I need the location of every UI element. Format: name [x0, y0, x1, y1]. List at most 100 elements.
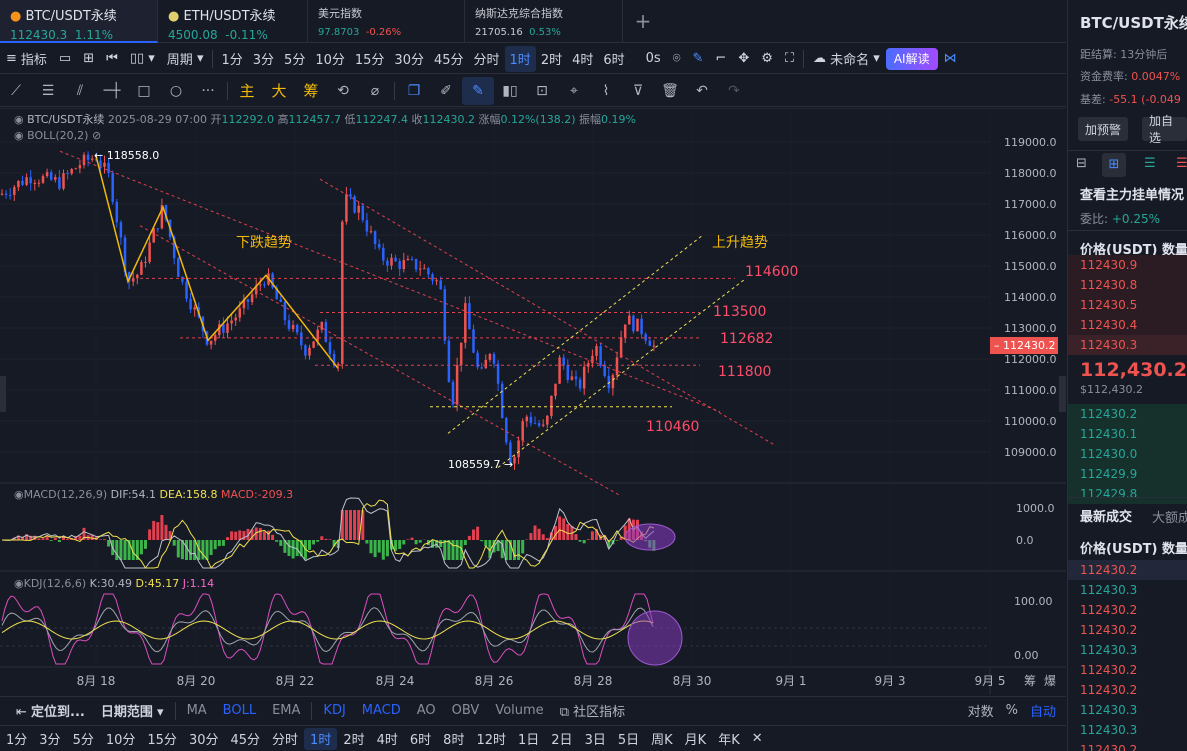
- left-collapse-handle[interactable]: [0, 376, 6, 412]
- bottom-timeframe-5分[interactable]: 5分: [72, 733, 94, 748]
- redo-icon[interactable]: ↷: [728, 82, 740, 99]
- bottom-timeframe-8时[interactable]: 8时: [443, 733, 465, 748]
- fullscreen-icon[interactable]: ⛶: [784, 51, 794, 66]
- bid-row[interactable]: 112430.2: [1068, 404, 1187, 424]
- community-indicators-button[interactable]: ⧉ 社区指标: [552, 701, 633, 720]
- ind-ema[interactable]: EMA: [272, 703, 301, 718]
- ind-volume[interactable]: Volume: [495, 703, 544, 718]
- locate-button[interactable]: ⇤ 定位到...: [0, 701, 93, 720]
- ask-row[interactable]: 112430.5: [1068, 295, 1187, 315]
- ind-macd[interactable]: MACD: [361, 703, 401, 718]
- drag-icon[interactable]: ✥: [738, 51, 750, 66]
- lock-icon[interactable]: ⊡: [536, 82, 548, 99]
- ticker-tab-eth[interactable]: ● ETH/USDT永续 4500.08 -0.11%: [158, 0, 308, 43]
- bid-row[interactable]: 112430.1: [1068, 424, 1187, 444]
- timeframe-3分[interactable]: 3分: [252, 53, 275, 68]
- bid-row[interactable]: 112429.8: [1068, 484, 1187, 504]
- bottom-timeframe-15分[interactable]: 15分: [147, 733, 177, 748]
- bottom-timeframe-1分[interactable]: 1分: [6, 733, 28, 748]
- log-scale-toggle[interactable]: 对数: [967, 705, 994, 720]
- bottom-timeframe-10分[interactable]: 10分: [105, 733, 136, 748]
- channel-icon[interactable]: ⫽: [76, 82, 84, 99]
- bid-row[interactable]: 112430.0: [1068, 444, 1187, 464]
- timeframe-4时[interactable]: 4时: [572, 53, 594, 68]
- bottom-timeframe-1日[interactable]: 1日: [518, 733, 540, 748]
- macd-alert-icon[interactable]: ◉: [14, 488, 24, 501]
- right-collapse-handle[interactable]: [1059, 376, 1066, 412]
- bottom-timeframe-5日[interactable]: 5日: [617, 733, 640, 748]
- boll-legend[interactable]: ◉ BOLL(20,2) ⊘: [14, 129, 102, 142]
- book-mode-asks-icon[interactable]: ☰: [1176, 156, 1187, 171]
- ai-button[interactable]: AI解读: [885, 47, 938, 70]
- book-mode-bids-icon[interactable]: ☰: [1144, 156, 1156, 171]
- bottom-timeframe-1时[interactable]: 1时: [304, 727, 338, 750]
- eye-icon[interactable]: ◉: [14, 113, 24, 126]
- bottom-timeframe-4时[interactable]: 4时: [376, 733, 398, 748]
- draw-icon[interactable]: ⌐: [715, 51, 727, 66]
- timeframe-分时[interactable]: 分时: [473, 53, 500, 68]
- trendline-icon[interactable]: ⟋: [11, 82, 21, 99]
- ticker-tab-nasdaq[interactable]: 纳斯达克综合指数 21705.16 0.53%: [465, 0, 623, 43]
- ind-boll[interactable]: BOLL: [222, 703, 257, 718]
- trash-icon[interactable]: 🗑: [661, 82, 679, 99]
- camera-icon[interactable]: ⌾: [672, 51, 681, 66]
- percent-scale-toggle[interactable]: %: [1005, 703, 1018, 718]
- auto-scale-toggle[interactable]: 自动: [1029, 705, 1056, 720]
- timeframe-2时[interactable]: 2时: [540, 53, 563, 68]
- bottom-timeframe-30分[interactable]: 30分: [188, 733, 219, 748]
- price-chart-svg[interactable]: 119000.0 118000.0 117000.0 116000.0 115000.0…: [0, 107, 1066, 695]
- timeframe-45分[interactable]: 45分: [433, 53, 464, 68]
- ind-obv[interactable]: OBV: [451, 703, 480, 718]
- ind-ao[interactable]: AO: [416, 703, 436, 718]
- calendar-icon[interactable]: ▭: [58, 51, 72, 66]
- share-icon[interactable]: ⋈: [943, 51, 957, 66]
- layout-name-dropdown[interactable]: ☁ 未命名 ▾: [813, 51, 880, 68]
- ticker-tab-dxy[interactable]: 美元指数 97.8703 -0.26%: [308, 0, 465, 43]
- bottom-timeframe-2时[interactable]: 2时: [343, 733, 365, 748]
- bid-row[interactable]: 112429.9: [1068, 464, 1187, 484]
- chips-button[interactable]: 筹: [303, 82, 319, 100]
- more-icon[interactable]: ···: [201, 82, 215, 99]
- timeframe-1时[interactable]: 1时: [504, 45, 536, 72]
- pen-icon[interactable]: ✎: [692, 51, 704, 66]
- circle-icon[interactable]: ○: [169, 82, 183, 99]
- bottom-timeframe-45分[interactable]: 45分: [230, 733, 261, 748]
- bottom-timeframe-2日[interactable]: 2日: [551, 733, 573, 748]
- brush-icon[interactable]: ⌇: [602, 82, 610, 99]
- erase-drawing-icon[interactable]: ⌀: [370, 82, 380, 99]
- timeframe-5分[interactable]: 5分: [284, 53, 306, 68]
- hlines-icon[interactable]: ☰: [41, 82, 55, 99]
- undo-icon[interactable]: ↶: [696, 82, 708, 99]
- filter-icon[interactable]: ⊽: [632, 82, 644, 99]
- indicators-button[interactable]: ≡ 指标: [0, 46, 53, 72]
- add-tab-button[interactable]: +: [634, 9, 652, 33]
- timeframe-10分[interactable]: 10分: [315, 53, 345, 68]
- bottom-timeframe-分时[interactable]: 分时: [272, 733, 299, 748]
- layout-icon[interactable]: ⊞: [83, 51, 95, 66]
- timeframe-6时[interactable]: 6时: [603, 53, 625, 68]
- ruler-icon[interactable]: ✐: [440, 82, 452, 99]
- date-range-dropdown[interactable]: 日期范围 ▾: [100, 705, 164, 720]
- timeframe-30分[interactable]: 30分: [394, 53, 424, 68]
- bottom-timeframe-3分[interactable]: 3分: [39, 733, 61, 748]
- rectangle-icon[interactable]: □: [137, 82, 151, 99]
- ask-row[interactable]: 112430.4: [1068, 315, 1187, 335]
- big-order-button[interactable]: 大: [271, 82, 287, 100]
- book-mode-both-icon[interactable]: ⊞: [1102, 153, 1126, 177]
- add-watchlist-button[interactable]: 加自选: [1142, 114, 1187, 145]
- copy-icon[interactable]: ❐: [407, 82, 421, 99]
- candles-icon[interactable]: ▮▯: [502, 82, 518, 99]
- ask-row[interactable]: 112430.8: [1068, 275, 1187, 295]
- timeframe-15分[interactable]: 15分: [354, 53, 385, 68]
- hline-icon[interactable]: ─┼: [103, 82, 121, 99]
- ticker-tab-btc[interactable]: ● BTC/USDT永续 112430.3 1.11%: [0, 0, 158, 43]
- bottom-timeframe-6时[interactable]: 6时: [409, 733, 432, 748]
- bottom-timeframe-12时[interactable]: 12时: [476, 733, 506, 748]
- tab-large-trades[interactable]: 大额成: [1152, 511, 1187, 526]
- depth-title[interactable]: 查看主力挂单情况: [1080, 188, 1185, 203]
- ask-row[interactable]: 112430.9: [1068, 255, 1187, 275]
- add-alert-button[interactable]: 加预警: [1078, 117, 1129, 141]
- kdj-alert-icon[interactable]: ◉: [14, 577, 24, 590]
- chart-type-icon[interactable]: ▯▯ ▾: [129, 51, 155, 66]
- bottom-timeframe-月K[interactable]: 月K: [684, 733, 707, 748]
